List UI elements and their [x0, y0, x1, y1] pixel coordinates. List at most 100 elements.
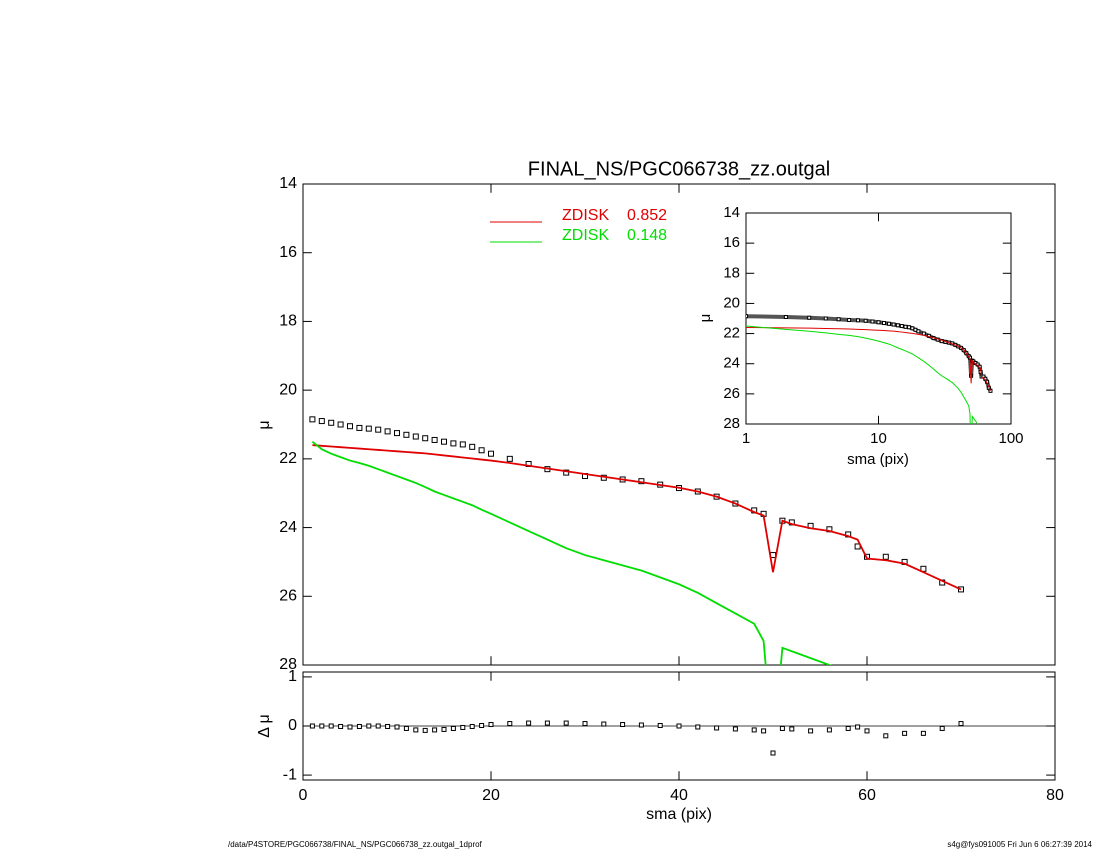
x-tick-label: 0 [299, 787, 308, 804]
residual-point [526, 720, 532, 726]
data-point [450, 440, 457, 447]
data-point [863, 318, 868, 323]
residual-point [413, 727, 419, 733]
y-tick-label: 16 [279, 244, 297, 261]
residual-point [638, 722, 644, 728]
data-point [916, 329, 921, 334]
legend-name: ZDISK [562, 207, 609, 224]
data-point [478, 447, 485, 454]
data-point [891, 322, 896, 327]
model-line [746, 325, 979, 424]
residual-point [356, 723, 362, 729]
residual-point [620, 722, 626, 728]
residual-point [920, 730, 926, 736]
residual-point [958, 721, 964, 727]
residual-point [563, 720, 569, 726]
residual-point [732, 726, 738, 732]
data-point [876, 320, 881, 325]
residual-point [808, 728, 814, 734]
data-point [459, 441, 466, 448]
residual-point [770, 750, 776, 756]
residual-point [601, 721, 607, 727]
y-tick-label: 22 [723, 325, 740, 342]
data-point [356, 424, 363, 431]
residual-point [441, 726, 447, 732]
residual-point [338, 723, 344, 729]
residual-point [864, 728, 870, 734]
data-point [886, 321, 891, 326]
residual-point [347, 724, 353, 730]
data-point [881, 321, 886, 326]
residual-point [789, 726, 795, 732]
y-tick-label: 24 [723, 355, 740, 372]
x-tick-label: 100 [998, 430, 1023, 447]
data-point [431, 436, 438, 443]
data-point [394, 430, 400, 437]
y-axis-label: Δ μ [256, 714, 273, 737]
inset-y-label: μ [697, 314, 714, 323]
data-point [309, 416, 316, 423]
y-tick-label: 16 [723, 234, 740, 251]
residual-point [883, 733, 889, 739]
x-tick-label: 40 [670, 787, 688, 804]
residual-point [657, 723, 663, 729]
plot-area [746, 314, 993, 424]
chart-title: FINAL_NS/PGC066738_zz.outgal [528, 158, 830, 180]
residual-point [469, 723, 475, 729]
data-point [337, 421, 344, 428]
data-point [921, 331, 926, 336]
data-point [910, 326, 915, 331]
data-point [847, 318, 852, 323]
residual-point [309, 723, 315, 729]
y-tick-label: 0 [288, 717, 297, 734]
residual-point [460, 724, 466, 730]
residual-point [761, 728, 767, 734]
residual-point [366, 723, 372, 729]
residual-point [394, 724, 400, 730]
data-point [506, 455, 513, 462]
residual-point [855, 724, 861, 730]
x-tick-label: 60 [858, 787, 876, 804]
x-axis-label: sma (pix) [646, 806, 712, 823]
inset-x-label: sma (pix) [847, 451, 909, 468]
data-point [347, 423, 353, 430]
residual-point [676, 723, 682, 729]
data-point [412, 433, 419, 440]
residual-point [714, 725, 720, 731]
residual-point [845, 725, 851, 731]
residual-point [751, 727, 757, 733]
x-tick-label: 20 [482, 787, 500, 804]
residual-point [403, 725, 409, 731]
data-point [441, 438, 447, 445]
residual-point [450, 725, 456, 731]
x-tick-label: 1 [742, 430, 750, 447]
data-point [746, 314, 748, 319]
residual-point [422, 727, 428, 733]
residual-point [939, 725, 945, 731]
plot-area [309, 416, 964, 665]
y-tick-label: 28 [723, 415, 740, 432]
data-point [403, 431, 410, 438]
y-tick-label: 20 [723, 294, 740, 311]
residual-point [544, 720, 550, 726]
data-point [807, 315, 812, 320]
residual-point [488, 722, 494, 728]
residual-point [902, 730, 908, 736]
data-point [870, 319, 875, 324]
y-tick-label: 18 [279, 313, 297, 330]
data-point [836, 317, 841, 322]
y-tick-label: 14 [723, 204, 740, 221]
residual-point [507, 721, 513, 727]
y-axis-label: μ [256, 420, 273, 429]
residual-point [826, 727, 832, 733]
residual-point [375, 723, 381, 729]
model-line [311, 440, 833, 665]
residual-point [479, 723, 485, 729]
data-point [855, 318, 860, 323]
data-point [384, 428, 391, 435]
footer-stamp: s4g@fys091005 Fri Jun 6 06:27:39 2014 [947, 840, 1092, 849]
y-tick-label: 26 [279, 588, 297, 605]
y-tick-label: 1 [288, 668, 297, 685]
residual-point [328, 723, 334, 729]
